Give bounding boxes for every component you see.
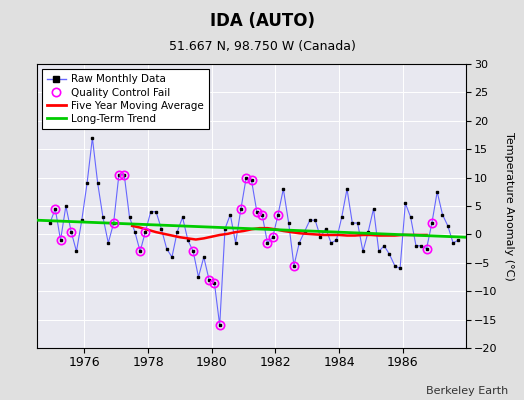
Y-axis label: Temperature Anomaly (°C): Temperature Anomaly (°C) [504,132,514,280]
Text: Berkeley Earth: Berkeley Earth [426,386,508,396]
Text: IDA (AUTO): IDA (AUTO) [210,12,314,30]
Legend: Raw Monthly Data, Quality Control Fail, Five Year Moving Average, Long-Term Tren: Raw Monthly Data, Quality Control Fail, … [42,69,209,129]
Text: 51.667 N, 98.750 W (Canada): 51.667 N, 98.750 W (Canada) [169,40,355,53]
